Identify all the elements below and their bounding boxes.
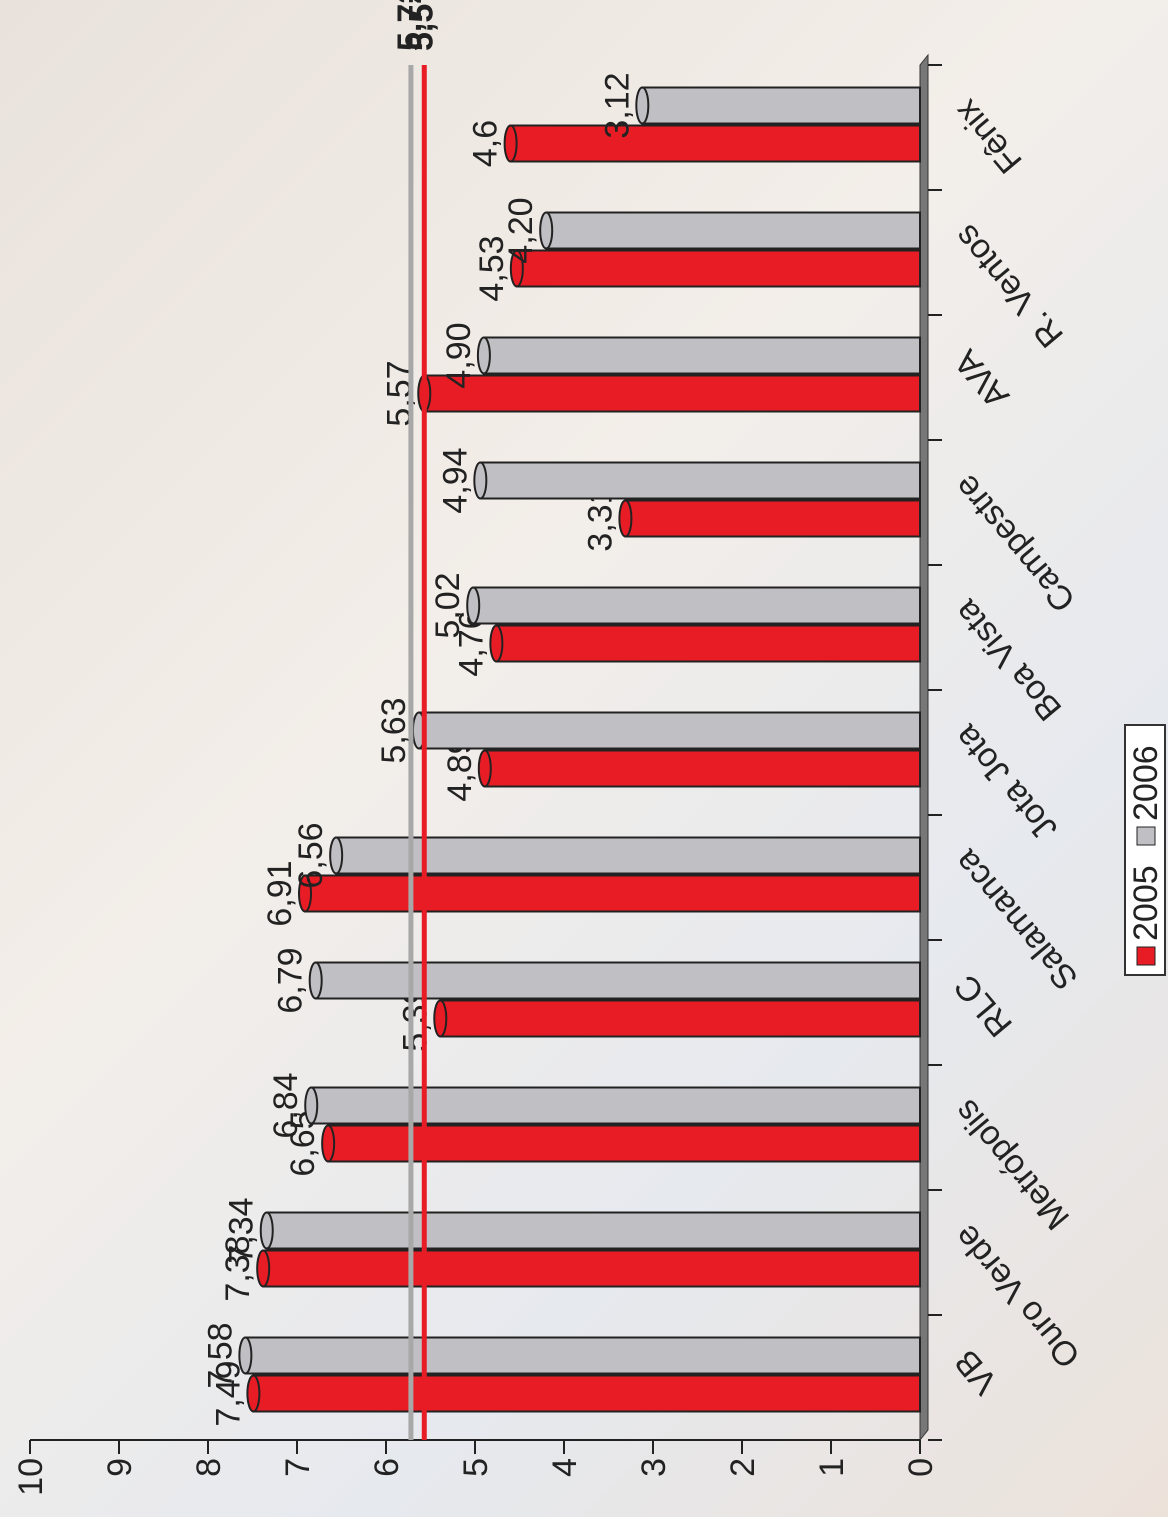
value-label: 4,6 — [467, 120, 505, 167]
y-tick-label: 7 — [279, 1458, 317, 1477]
y-tick-label: 3 — [635, 1458, 673, 1477]
bar — [479, 461, 921, 500]
bar-cap — [238, 1336, 253, 1375]
value-label: 4,53 — [473, 235, 511, 301]
x-tick-label: Metrópolis — [947, 1092, 1077, 1237]
y-tick-label: 10 — [12, 1458, 50, 1496]
bar — [439, 999, 921, 1038]
bar — [252, 1374, 921, 1413]
bar — [244, 1336, 921, 1375]
reference-label: 5,57 — [402, 0, 440, 51]
reference-label: 5,72 — [391, 0, 429, 51]
y-tick-label: 0 — [902, 1458, 940, 1477]
legend-label: 2006 — [1127, 745, 1165, 821]
bar-cap — [489, 624, 504, 663]
value-label: 6,56 — [292, 822, 330, 888]
legend-box — [1124, 724, 1166, 976]
bar — [417, 711, 921, 750]
x-tick-label: VB — [947, 1342, 1005, 1401]
bar — [314, 961, 921, 1000]
bar-cap — [433, 999, 448, 1038]
value-label: 4,94 — [436, 447, 474, 513]
y-tick-label: 6 — [368, 1458, 406, 1477]
y-tick-label: 5 — [457, 1458, 495, 1477]
value-label: 6,79 — [272, 947, 310, 1013]
bar-cap — [304, 1086, 319, 1125]
x-tick-label: Salamanca — [947, 842, 1086, 997]
bar-cap — [246, 1374, 261, 1413]
bar-cap — [308, 961, 323, 1000]
x-tick-label: Jota Jota — [947, 717, 1065, 847]
legend-swatch — [1136, 826, 1156, 846]
bar-cap — [477, 749, 492, 788]
bar-cap — [466, 586, 481, 625]
legend-swatch — [1136, 946, 1156, 966]
bar — [495, 624, 921, 663]
bar — [545, 211, 921, 250]
x-tick-label: AVA — [947, 342, 1017, 415]
value-label: 5,63 — [375, 697, 413, 763]
bar — [310, 1086, 921, 1125]
x-tick-label: RLC — [947, 967, 1020, 1044]
y-tick-label: 2 — [724, 1458, 762, 1477]
bar-cap — [321, 1124, 336, 1163]
bar — [423, 374, 921, 413]
bar-cap — [298, 874, 313, 913]
bar-cap — [635, 86, 650, 125]
bar-cap — [539, 211, 554, 250]
bar-cap — [256, 1249, 271, 1288]
value-label: 7,49 — [209, 1360, 247, 1426]
x-tick-label: Campestre — [947, 467, 1083, 619]
x-tick-label: Fênix — [947, 92, 1030, 180]
value-label: 4,20 — [502, 197, 540, 263]
bar — [641, 86, 921, 125]
y-tick-label: 9 — [101, 1458, 139, 1477]
bar-cap — [618, 499, 633, 538]
bar-cap — [329, 836, 344, 875]
bar-cap — [473, 461, 488, 500]
bar — [509, 124, 921, 163]
value-label: 7,38 — [219, 1235, 257, 1301]
bar — [472, 586, 921, 625]
bar — [304, 874, 921, 913]
bar — [483, 749, 921, 788]
y-tick-label: 4 — [546, 1458, 584, 1477]
bar-cap — [476, 336, 491, 375]
axis-floor — [919, 53, 929, 1442]
value-label: 7,58 — [201, 1322, 239, 1388]
bar-cap — [259, 1211, 274, 1250]
y-tick-label: 1 — [813, 1458, 851, 1477]
legend-label: 2005 — [1127, 865, 1165, 941]
x-tick-label: R. Ventos — [947, 217, 1071, 354]
bar — [265, 1211, 921, 1250]
bar — [262, 1249, 921, 1288]
bar-cap — [509, 249, 524, 288]
value-label: 7,34 — [223, 1197, 261, 1263]
bar — [482, 336, 921, 375]
value-label: 5,02 — [429, 572, 467, 638]
bar — [515, 249, 922, 288]
bar — [624, 499, 921, 538]
bar-cap — [503, 124, 518, 163]
value-label: 6,91 — [261, 860, 299, 926]
bar — [327, 1124, 921, 1163]
y-tick-label: 8 — [190, 1458, 228, 1477]
value-label: 3,12 — [598, 72, 636, 138]
value-label: 4,90 — [440, 322, 478, 388]
value-label: 6,84 — [267, 1072, 305, 1138]
